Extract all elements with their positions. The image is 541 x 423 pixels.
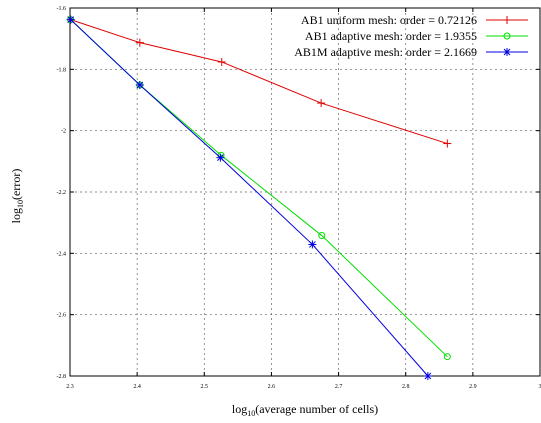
series-2 xyxy=(66,15,432,380)
series-line xyxy=(70,19,448,358)
data-point xyxy=(317,99,326,108)
legend-label-1: AB1 adaptive mesh: order = 1.9355 xyxy=(305,29,477,43)
y-tick-label: -2.6 xyxy=(57,313,67,319)
x-tick-label: 2.7 xyxy=(335,384,343,390)
y-tick-label: -2 xyxy=(61,129,66,135)
data-point xyxy=(443,139,452,148)
legend-label-2: AB1M adaptive mesh: order = 2.1669 xyxy=(294,45,477,59)
data-point xyxy=(423,372,432,380)
data-point xyxy=(443,353,451,361)
data-point xyxy=(66,15,75,24)
legend-swatch-marker xyxy=(503,16,511,24)
y-tick-label: -2.2 xyxy=(57,190,67,196)
x-tick-label: 3 xyxy=(539,384,541,390)
data-point xyxy=(308,240,317,249)
y-axis-label: log10(error) xyxy=(9,169,25,224)
x-tick-label: 2.6 xyxy=(268,384,276,390)
legend-swatches xyxy=(486,16,528,56)
series-1 xyxy=(67,16,451,361)
legend: AB1 uniform mesh: order = 0.72126 AB1 ad… xyxy=(294,13,528,59)
x-tick-label: 2.9 xyxy=(469,384,477,390)
series-group xyxy=(66,15,452,380)
x-tick-label: 2.8 xyxy=(402,384,410,390)
legend-swatch-marker xyxy=(503,32,511,40)
x-tick-label: 2.4 xyxy=(133,384,141,390)
x-axis-label: log10(average number of cells) xyxy=(232,402,378,418)
grid xyxy=(70,8,540,376)
x-tick-label: 2.3 xyxy=(66,384,74,390)
axis-ticks: 2.3 2.4 2.5 2.6 2.7 2.8 2.9 3 -2.8 -2.6 -2.4 -2.2 -2… xyxy=(57,6,541,390)
legend-swatch-marker xyxy=(503,48,511,56)
y-tick-label: -1.6 xyxy=(57,6,67,12)
data-point xyxy=(318,232,326,240)
legend-label-0: AB1 uniform mesh: order = 0.72126 xyxy=(301,13,477,27)
data-point xyxy=(217,57,226,66)
x-tick-label: 2.5 xyxy=(201,384,209,390)
data-point xyxy=(216,153,225,162)
y-tick-label: -2.8 xyxy=(57,374,67,380)
data-point xyxy=(135,80,144,89)
y-tick-label: -1.8 xyxy=(57,67,67,73)
y-tick-label: -2.4 xyxy=(57,251,67,257)
data-point xyxy=(135,38,144,47)
